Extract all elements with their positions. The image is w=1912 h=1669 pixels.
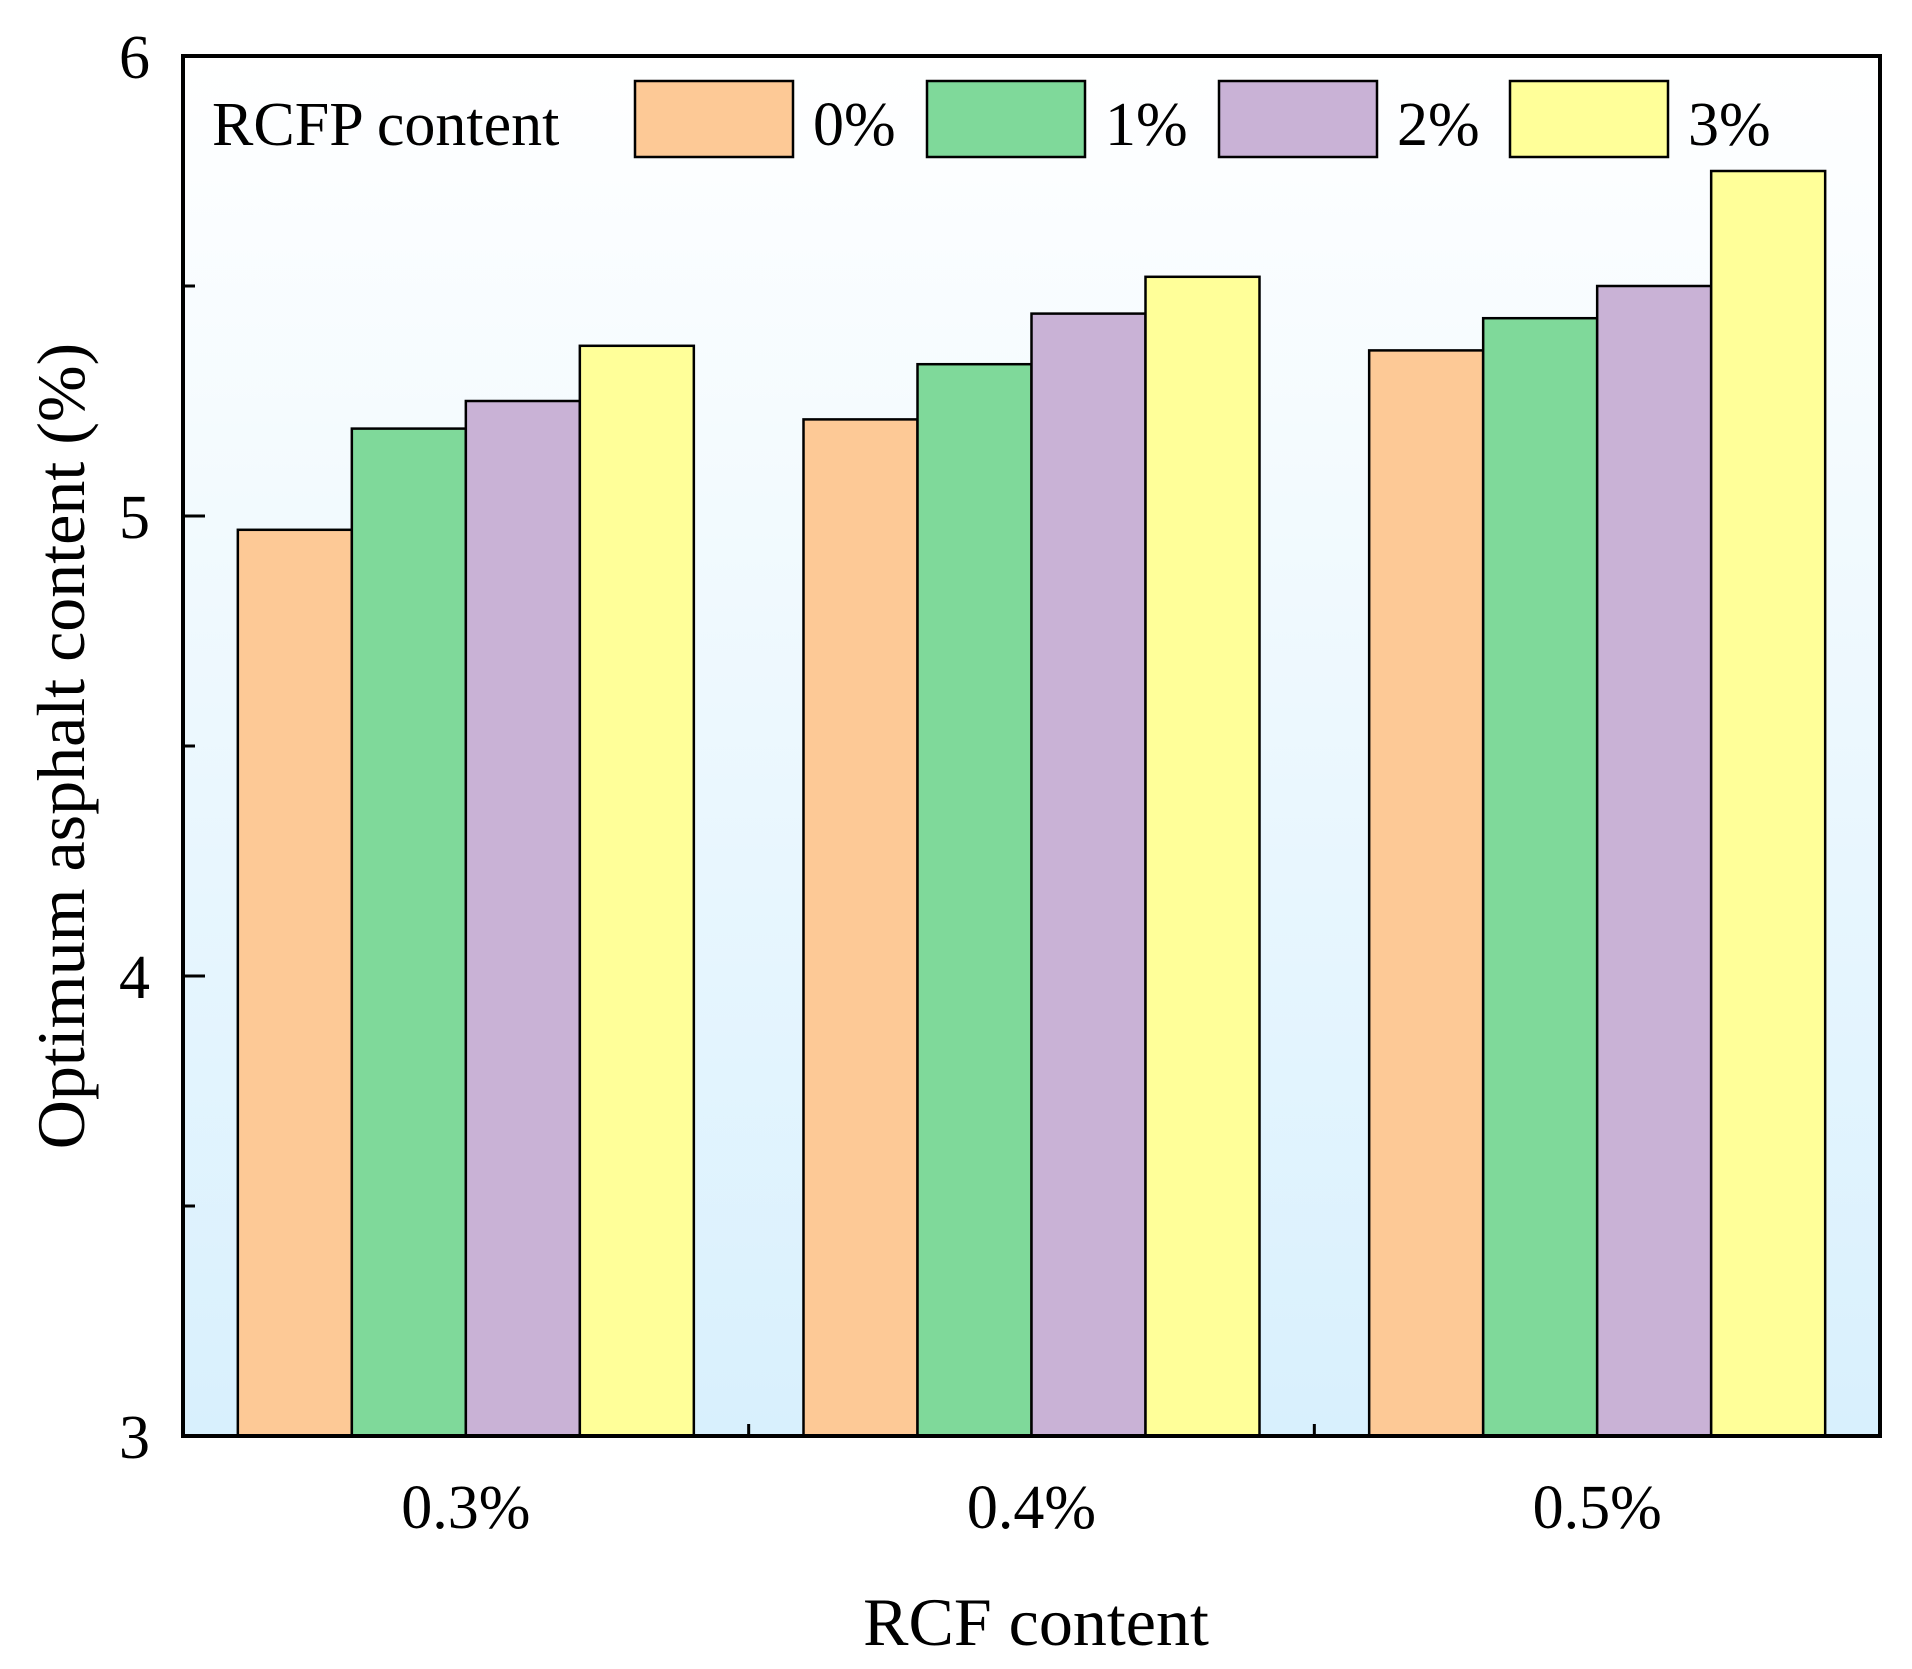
legend-swatch	[1217, 79, 1379, 159]
y-tick-label: 4	[119, 944, 150, 1012]
axes-layer: 0.3% 0.4% 0.5% 3 4 5 6	[119, 24, 1662, 1542]
legend-label: 3%	[1688, 91, 1771, 159]
bar-2pct-0.3pct	[464, 399, 582, 1438]
bar-0pct-0.3pct	[236, 528, 354, 1438]
x-tick-label: 0.4%	[967, 1474, 1096, 1542]
bar-3pct-0.3pct	[578, 344, 696, 1438]
legend-label: 1%	[1105, 91, 1188, 159]
bars-layer	[236, 169, 1827, 1438]
bar-2pct-0.4pct	[1030, 312, 1147, 1438]
x-axis-label: RCF content	[863, 1584, 1209, 1660]
x-tick-label: 0.5%	[1533, 1474, 1662, 1542]
y-tick-label: 5	[119, 484, 150, 552]
bar-0pct-0.4pct	[802, 418, 919, 1438]
legend: RCFP content 0% 1% 2% 3%	[212, 79, 1771, 159]
bar-0pct-0.5pct	[1367, 349, 1485, 1438]
bar-1pct-0.5pct	[1481, 316, 1599, 1438]
bar-3pct-0.5pct	[1709, 169, 1827, 1438]
bar-1pct-0.4pct	[916, 362, 1033, 1438]
legend-swatch	[925, 79, 1087, 159]
bar-2pct-0.5pct	[1595, 284, 1713, 1438]
legend-title: RCFP content	[212, 91, 559, 159]
bar-1pct-0.3pct	[350, 427, 468, 1438]
y-axis-label: Optimum asphalt content (%)	[23, 343, 99, 1149]
legend-label: 2%	[1397, 91, 1480, 159]
legend-label: 0%	[813, 91, 896, 159]
legend-swatch	[1508, 79, 1670, 159]
plot-frame	[181, 54, 1882, 1438]
y-tick-label: 6	[119, 24, 150, 92]
legend-swatch	[633, 79, 795, 159]
y-tick-label: 3	[119, 1404, 150, 1472]
bar-3pct-0.4pct	[1144, 275, 1261, 1438]
x-tick-label: 0.3%	[401, 1474, 530, 1542]
